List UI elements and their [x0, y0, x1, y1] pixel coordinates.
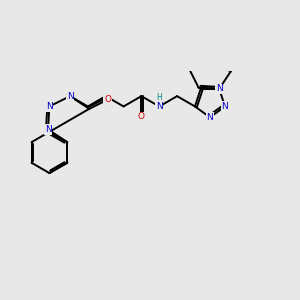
Text: O: O	[138, 112, 145, 121]
Text: N: N	[67, 92, 73, 100]
Text: N: N	[207, 113, 213, 122]
Text: N: N	[46, 102, 53, 111]
Text: N: N	[45, 125, 51, 134]
Text: O: O	[104, 95, 111, 104]
Text: N: N	[156, 102, 163, 111]
Text: N: N	[216, 84, 223, 93]
Text: H: H	[156, 93, 162, 102]
Text: N: N	[216, 84, 223, 93]
Text: N: N	[222, 102, 228, 111]
